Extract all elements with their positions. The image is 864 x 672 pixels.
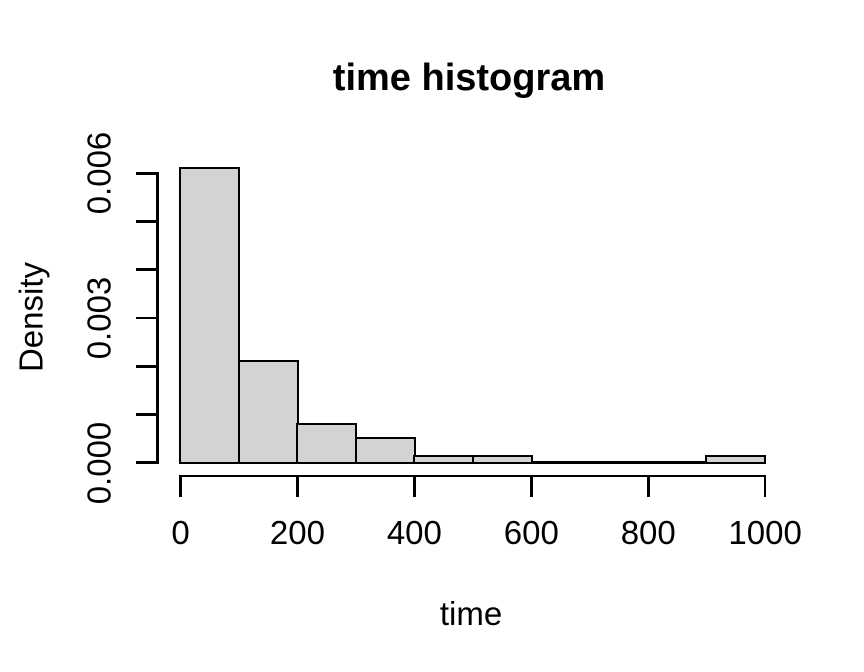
histogram-bar — [354, 437, 416, 464]
y-tick — [136, 268, 157, 272]
y-axis-title: Density — [12, 261, 50, 373]
x-axis-title: time — [439, 595, 503, 632]
x-axis-line — [179, 474, 767, 478]
y-tick — [136, 413, 157, 416]
y-tick — [136, 461, 157, 464]
y-tick — [136, 316, 157, 320]
x-tick-label: 200 — [269, 514, 325, 551]
x-tick — [646, 476, 650, 497]
y-tick — [136, 220, 157, 223]
y-axis-line — [156, 172, 159, 464]
histogram-bar — [413, 455, 475, 464]
y-tick-label: 0.006 — [80, 132, 118, 215]
x-tick-label: 0 — [171, 514, 190, 551]
x-tick — [296, 476, 299, 497]
x-tick-label: 1000 — [728, 514, 802, 551]
x-tick-label: 600 — [503, 514, 559, 551]
histogram-bar — [296, 422, 358, 464]
histogram-bar — [237, 360, 299, 464]
x-tick — [413, 476, 416, 497]
histogram-bar — [705, 454, 767, 464]
x-tick — [763, 476, 767, 497]
x-tick — [179, 476, 182, 497]
y-tick — [136, 364, 157, 368]
x-tick-label: 800 — [620, 514, 676, 551]
x-tick-label: 400 — [386, 514, 442, 551]
histogram-bar — [471, 455, 533, 464]
chart-title: time histogram — [332, 57, 606, 99]
y-tick-label: 0.003 — [80, 276, 118, 360]
histogram-bar — [179, 167, 241, 464]
y-tick-label: 0.000 — [80, 421, 118, 504]
x-tick — [529, 476, 533, 497]
y-tick — [136, 172, 157, 175]
